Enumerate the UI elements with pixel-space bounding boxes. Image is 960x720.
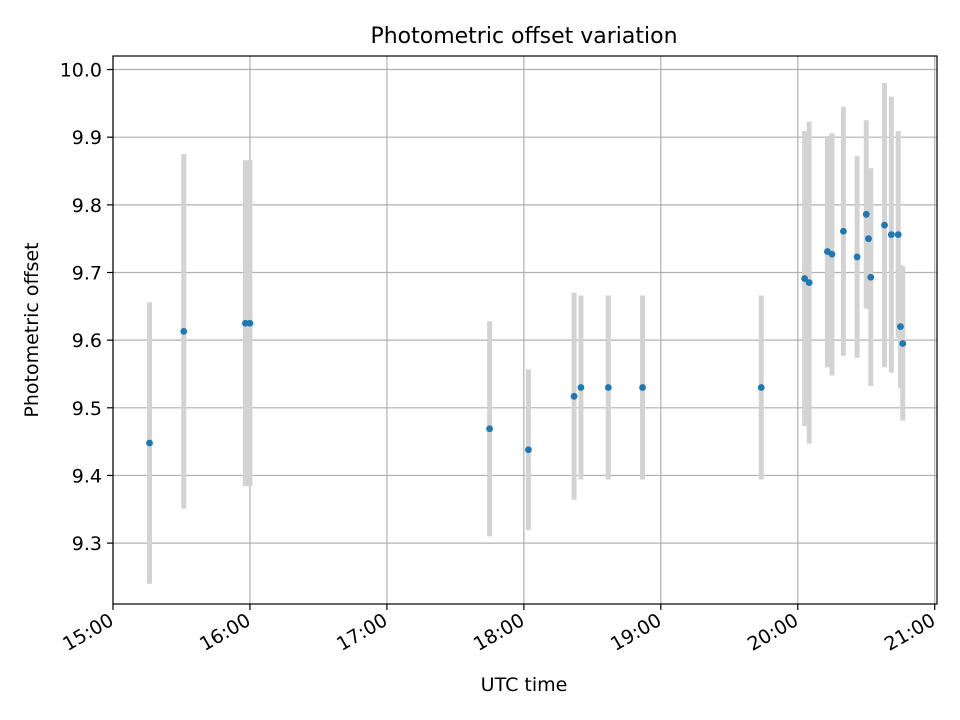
y-tick-label: 9.8 [72, 195, 102, 217]
data-point [757, 384, 765, 391]
data-point [805, 279, 813, 287]
data-point [486, 425, 494, 433]
data-point [862, 210, 870, 218]
data-point [525, 446, 532, 454]
data-point [828, 250, 836, 258]
data-point [570, 392, 578, 400]
y-tick-label: 9.3 [72, 533, 102, 555]
data-point [887, 231, 895, 239]
y-tick-label: 9.6 [72, 330, 102, 352]
data-point [577, 384, 585, 391]
plot-frame [112, 55, 938, 605]
data-point [865, 235, 872, 243]
x-axis-label: UTC time [481, 674, 568, 696]
data-point [639, 384, 646, 391]
data-point [897, 323, 904, 331]
y-tick-label: 10.0 [60, 60, 102, 82]
data-point [180, 327, 188, 335]
y-tick-label: 9.9 [72, 127, 102, 149]
y-tick-label: 9.5 [72, 398, 102, 420]
data-point [867, 273, 875, 281]
chart-title: Photometric offset variation [370, 24, 677, 49]
y-axis-label: Photometric offset [21, 242, 43, 417]
y-tick-label: 9.7 [72, 262, 102, 284]
data-point [246, 319, 254, 327]
data-point [801, 275, 809, 282]
data-point [146, 439, 153, 447]
data-point [853, 253, 861, 261]
data-point [894, 231, 902, 239]
data-point [881, 221, 888, 229]
data-points [146, 210, 907, 454]
data-point [840, 227, 847, 235]
data-point [899, 340, 907, 347]
data-point [604, 384, 612, 391]
y-tick-label: 9.4 [72, 465, 102, 487]
